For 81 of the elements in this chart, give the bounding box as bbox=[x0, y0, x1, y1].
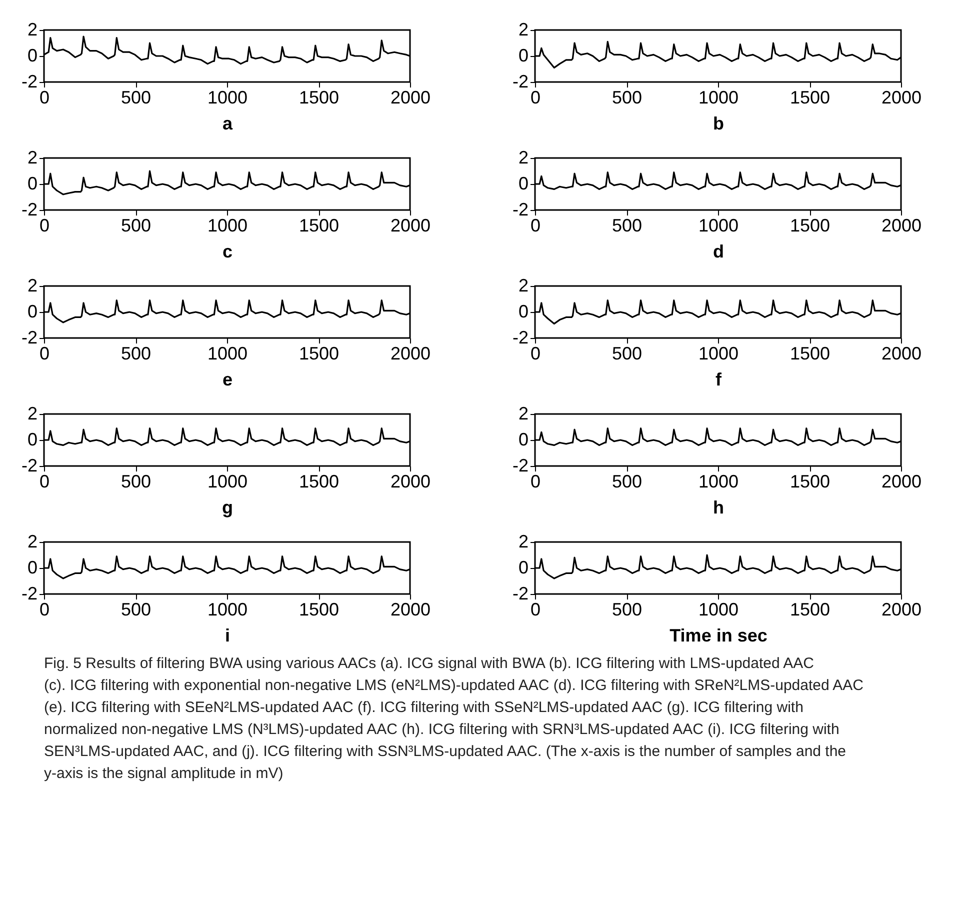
x-tick-label: 1000 bbox=[207, 88, 248, 108]
y-tick-label: 0 bbox=[27, 174, 38, 194]
x-axis-title: Time in sec bbox=[670, 626, 768, 646]
x-axis-title: b bbox=[713, 114, 724, 134]
x-tick-label: 1500 bbox=[298, 472, 340, 492]
x-tick-label: 500 bbox=[612, 344, 642, 364]
y-tick-label: 2 bbox=[27, 148, 38, 168]
caption: Fig. 5 Results of filtering BWA using various AACs (a). ICG signal with BWA (b). ICG filtering with LMS-updated AAC (c). ICG filtering with exponential non-negative LMS (eN²LMS)-updated AAC (d). ICG filtering with SReN²LMS-updated AAC (e). ICG filtering with SEeN²LMS-updated AAC (f). ICG filtering with SSeN²LMS-updated AAC (g). ICG filtering with normalized non-negative LMS (N³LMS)-updated AAC (h). ICG filtering with SRN³LMS-updated AAC (i). ICG filtering with SEN³LMS-updated AAC, and (j). ICG filtering with SSN³LMS-updated AAC. (The x-axis is the number of samples and the y-axis is the signal amplitude in mV) bbox=[44, 655, 864, 782]
x-tick-label: 2000 bbox=[881, 216, 922, 236]
y-tick-label: 2 bbox=[518, 148, 528, 168]
x-tick-label: 1000 bbox=[207, 216, 248, 236]
x-tick-label: 2000 bbox=[390, 472, 431, 492]
y-tick-label: 0 bbox=[518, 46, 528, 66]
y-tick-label: -2 bbox=[512, 200, 528, 220]
y-tick-label: 0 bbox=[27, 302, 38, 322]
x-tick-label: 1500 bbox=[298, 600, 340, 620]
x-tick-label: 500 bbox=[120, 344, 152, 364]
y-tick-label: -2 bbox=[21, 200, 38, 220]
x-tick-label: 1500 bbox=[790, 88, 830, 108]
x-tick-label: 1000 bbox=[698, 600, 739, 620]
y-tick-label: 2 bbox=[27, 532, 38, 552]
x-tick-label: 1500 bbox=[790, 600, 830, 620]
x-tick-label: 2000 bbox=[390, 88, 431, 108]
y-tick-label: -2 bbox=[512, 456, 528, 476]
x-tick-label: 500 bbox=[612, 216, 642, 236]
x-axis-title: i bbox=[224, 626, 230, 646]
y-tick-label: -2 bbox=[512, 584, 528, 604]
x-tick-label: 2000 bbox=[390, 600, 431, 620]
x-tick-label: 1500 bbox=[298, 344, 340, 364]
x-tick-label: 1000 bbox=[698, 88, 739, 108]
x-tick-label: 1000 bbox=[698, 344, 739, 364]
x-tick-label: 500 bbox=[612, 88, 642, 108]
x-tick-label: 1000 bbox=[698, 216, 739, 236]
y-tick-label: 0 bbox=[518, 430, 528, 450]
y-tick-label: -2 bbox=[21, 456, 38, 476]
y-tick-label: 2 bbox=[27, 276, 38, 296]
x-axis-title: g bbox=[222, 498, 233, 518]
y-tick-label: 0 bbox=[518, 302, 528, 322]
x-axis-title: h bbox=[713, 498, 724, 518]
x-tick-label: 500 bbox=[120, 88, 152, 108]
y-tick-label: 0 bbox=[27, 430, 38, 450]
x-tick-label: 500 bbox=[120, 216, 152, 236]
y-tick-label: 0 bbox=[518, 174, 528, 194]
y-tick-label: -2 bbox=[21, 584, 38, 604]
y-tick-label: -2 bbox=[21, 328, 38, 348]
x-axis-title: f bbox=[716, 370, 722, 390]
x-tick-label: 2000 bbox=[881, 472, 922, 492]
y-tick-label: 0 bbox=[27, 46, 38, 66]
y-tick-label: 0 bbox=[27, 558, 38, 578]
x-tick-label: 500 bbox=[612, 472, 642, 492]
x-tick-label: 500 bbox=[120, 600, 152, 620]
x-axis-title: d bbox=[713, 242, 724, 262]
x-tick-label: 1000 bbox=[207, 344, 248, 364]
x-axis-title: a bbox=[222, 114, 234, 134]
x-tick-label: 2000 bbox=[390, 216, 431, 236]
x-tick-label: 1000 bbox=[698, 472, 739, 492]
x-tick-label: 1500 bbox=[298, 216, 340, 236]
x-tick-label: 500 bbox=[612, 600, 642, 620]
y-tick-label: -2 bbox=[512, 72, 528, 92]
x-tick-label: 1500 bbox=[298, 88, 340, 108]
x-tick-label: 1000 bbox=[207, 600, 248, 620]
y-tick-label: 2 bbox=[518, 276, 528, 296]
y-tick-label: -2 bbox=[512, 328, 528, 348]
x-axis-title: e bbox=[222, 370, 233, 390]
x-tick-label: 1000 bbox=[207, 472, 248, 492]
x-tick-label: 1500 bbox=[790, 472, 830, 492]
x-tick-label: 2000 bbox=[881, 88, 922, 108]
x-axis-title: c bbox=[222, 242, 233, 262]
y-tick-label: 2 bbox=[518, 532, 528, 552]
x-tick-label: 2000 bbox=[881, 344, 922, 364]
x-tick-label: 1500 bbox=[790, 216, 830, 236]
x-tick-label: 2000 bbox=[881, 600, 922, 620]
x-tick-label: 2000 bbox=[390, 344, 431, 364]
y-tick-label: 0 bbox=[518, 558, 528, 578]
y-tick-label: 2 bbox=[27, 404, 38, 424]
x-tick-label: 1500 bbox=[790, 344, 830, 364]
y-tick-label: 2 bbox=[518, 20, 528, 40]
x-tick-label: 500 bbox=[120, 472, 152, 492]
y-tick-label: 2 bbox=[27, 20, 38, 40]
y-tick-label: 2 bbox=[518, 404, 528, 424]
y-tick-label: -2 bbox=[21, 72, 38, 92]
